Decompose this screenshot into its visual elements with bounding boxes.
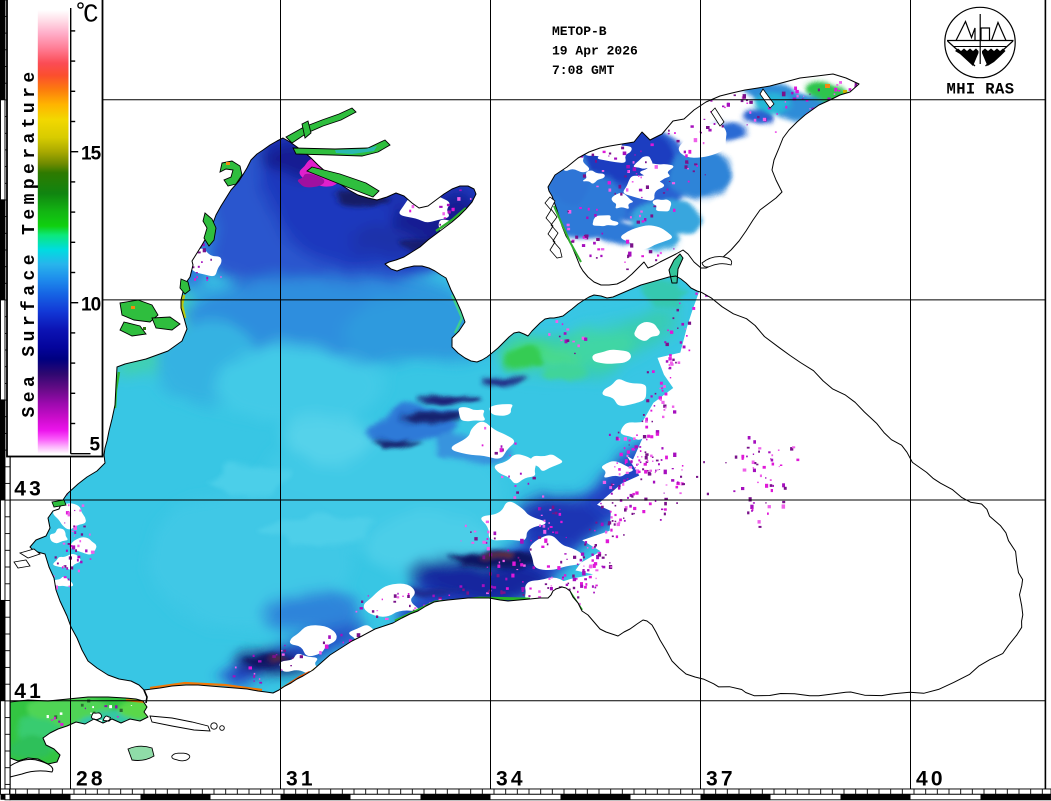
svg-text:5: 5 bbox=[90, 435, 101, 456]
svg-text:Sea Surface Temperature: Sea Surface Temperature bbox=[20, 67, 40, 417]
svg-text:40: 40 bbox=[916, 768, 946, 791]
svg-text:MHI RAS: MHI RAS bbox=[947, 81, 1015, 99]
svg-text:10: 10 bbox=[81, 295, 101, 316]
svg-text:43: 43 bbox=[14, 478, 44, 501]
svg-text:41: 41 bbox=[14, 680, 44, 703]
svg-text:7:08 GMT: 7:08 GMT bbox=[552, 63, 615, 78]
svg-text:C: C bbox=[83, 0, 99, 30]
svg-text:19 Apr 2026: 19 Apr 2026 bbox=[552, 44, 638, 59]
svg-text:METOP-B: METOP-B bbox=[552, 24, 607, 39]
svg-text:28: 28 bbox=[76, 768, 106, 791]
svg-text:15: 15 bbox=[81, 144, 102, 165]
svg-text:37: 37 bbox=[706, 768, 736, 791]
svg-text:31: 31 bbox=[286, 768, 316, 791]
svg-text:34: 34 bbox=[496, 768, 526, 791]
